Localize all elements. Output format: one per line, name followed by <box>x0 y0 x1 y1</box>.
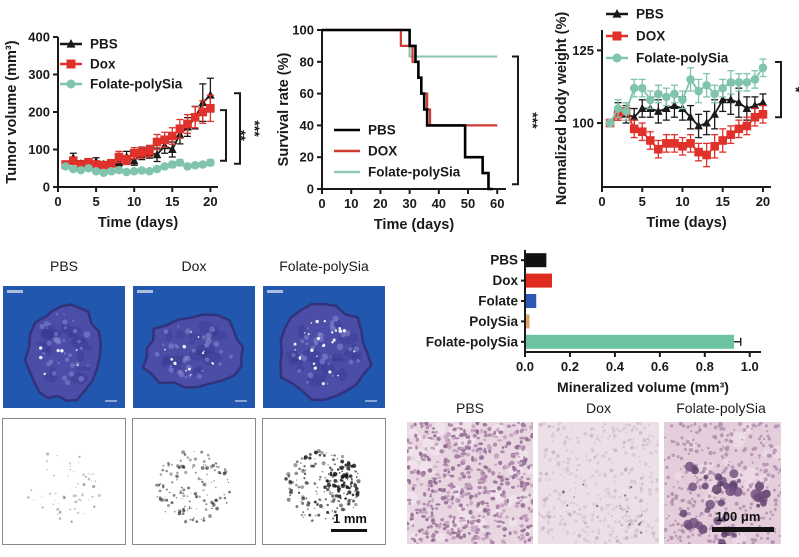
histology-scale-bar-label: 100 μm <box>715 509 761 524</box>
histology-image-pbs <box>407 422 533 544</box>
svg-text:Tumor volume (mm³): Tumor volume (mm³) <box>4 40 20 183</box>
histology-scale-bar-line <box>712 527 774 532</box>
svg-text:200: 200 <box>28 105 50 120</box>
svg-text:50: 50 <box>461 196 475 211</box>
svg-text:***: *** <box>525 112 541 129</box>
histology-image-folate-polysia <box>664 422 781 544</box>
histology-texture-folate-polysia <box>664 422 781 544</box>
svg-text:5: 5 <box>639 194 646 209</box>
svg-text:40: 40 <box>432 196 446 211</box>
svg-text:0.6: 0.6 <box>651 359 669 374</box>
svg-text:0: 0 <box>598 194 605 209</box>
svg-text:Dox: Dox <box>90 57 116 72</box>
svg-text:DOX: DOX <box>368 144 397 159</box>
svg-text:60: 60 <box>300 86 314 101</box>
svg-text:100: 100 <box>572 116 594 131</box>
mask-scale-bar-label: 1 mm <box>333 511 367 526</box>
svg-text:10: 10 <box>344 196 358 211</box>
mask-dots-dox <box>154 450 231 524</box>
svg-text:0: 0 <box>43 180 50 195</box>
svg-text:Mineralized volume (mm³): Mineralized volume (mm³) <box>557 379 729 395</box>
histology-image-dox <box>538 422 659 544</box>
histology-texture-dox <box>538 422 659 544</box>
microct-render-pbs <box>7 290 117 402</box>
mask-image-folate-polysia <box>262 418 386 545</box>
mask-image-dox <box>132 418 256 545</box>
svg-text:0: 0 <box>54 194 61 209</box>
svg-text:0.0: 0.0 <box>516 359 534 374</box>
svg-text:Folate-polySia: Folate-polySia <box>426 334 519 349</box>
microct-label-dox: Dox <box>181 258 207 274</box>
mineralized-volume-chart: PBS Dox Folate PolySia Folate-polySia 0.0 0.2 0… <box>426 250 761 395</box>
svg-text:Time (days): Time (days) <box>98 215 178 231</box>
svg-text:1.0: 1.0 <box>741 359 759 374</box>
body-weight-chart: 100 125 0 5 10 15 20 Time (days) Normalized body… <box>554 7 799 232</box>
svg-text:***: *** <box>247 120 263 137</box>
svg-text:PBS: PBS <box>490 253 518 268</box>
svg-text:20: 20 <box>756 194 770 209</box>
svg-text:Dox: Dox <box>492 273 518 288</box>
svg-text:10: 10 <box>675 194 689 209</box>
svg-text:Folate-polySia: Folate-polySia <box>368 165 461 180</box>
svg-text:30: 30 <box>402 196 416 211</box>
svg-text:PBS: PBS <box>636 7 664 22</box>
histology-label-dox: Dox <box>586 400 611 416</box>
svg-text:80: 80 <box>300 54 314 69</box>
svg-text:PBS: PBS <box>90 37 118 52</box>
survival-chart: 0 20 40 60 80 100 0 10 20 30 40 50 60 Time (days) Surv… <box>276 23 541 234</box>
mask-image-pbs <box>2 418 126 545</box>
histology-texture-pbs <box>407 422 533 544</box>
svg-text:15: 15 <box>715 194 729 209</box>
mask-dots-pbs <box>27 452 101 523</box>
svg-text:PolySia: PolySia <box>469 314 518 329</box>
svg-text:400: 400 <box>28 30 50 45</box>
svg-text:0: 0 <box>307 182 314 197</box>
microct-label-pbs: PBS <box>49 258 78 274</box>
svg-text:Time (days): Time (days) <box>646 215 726 231</box>
svg-text:Folate: Folate <box>478 294 518 309</box>
svg-text:Normalized body weight (%): Normalized body weight (%) <box>554 12 570 206</box>
svg-text:Folate-polySia: Folate-polySia <box>90 77 183 92</box>
microct-render-folate-polysia <box>267 290 377 402</box>
microct-image-pbs <box>3 286 125 408</box>
svg-text:100: 100 <box>28 142 50 157</box>
svg-text:0.8: 0.8 <box>696 359 714 374</box>
svg-text:20: 20 <box>300 150 314 165</box>
svg-text:10: 10 <box>127 194 141 209</box>
microct-render-dox <box>137 290 247 402</box>
svg-text:DOX: DOX <box>636 29 665 44</box>
svg-text:125: 125 <box>572 43 594 58</box>
svg-text:300: 300 <box>28 67 50 82</box>
microct-image-folate-polysia <box>263 286 385 408</box>
svg-text:20: 20 <box>373 196 387 211</box>
mask-scale-bar-line <box>331 529 367 532</box>
svg-text:0.4: 0.4 <box>606 359 625 374</box>
svg-text:5: 5 <box>92 194 99 209</box>
svg-text:Time (days): Time (days) <box>374 217 454 233</box>
svg-text:Survival rate (%): Survival rate (%) <box>276 53 292 167</box>
svg-text:Folate-polySia: Folate-polySia <box>636 51 729 66</box>
microct-label-folate-polysia: Folate-polySia <box>279 258 369 274</box>
svg-text:PBS: PBS <box>368 123 396 138</box>
histology-label-folate-polysia: Folate-polySia <box>676 400 766 416</box>
tumor-volume-chart: 0 100 200 300 400 0 5 10 15 20 Time (days) Tumor vo… <box>4 30 263 232</box>
svg-text:40: 40 <box>300 118 314 133</box>
svg-text:20: 20 <box>203 194 217 209</box>
svg-text:100: 100 <box>292 23 314 38</box>
svg-text:0.2: 0.2 <box>561 359 579 374</box>
histology-label-pbs: PBS <box>455 400 484 416</box>
svg-text:0: 0 <box>318 196 325 211</box>
mask-dots-folate-polysia <box>284 449 361 523</box>
microct-image-dox <box>133 286 255 408</box>
svg-text:*: * <box>788 87 799 93</box>
svg-text:60: 60 <box>490 196 504 211</box>
svg-text:15: 15 <box>165 194 179 209</box>
